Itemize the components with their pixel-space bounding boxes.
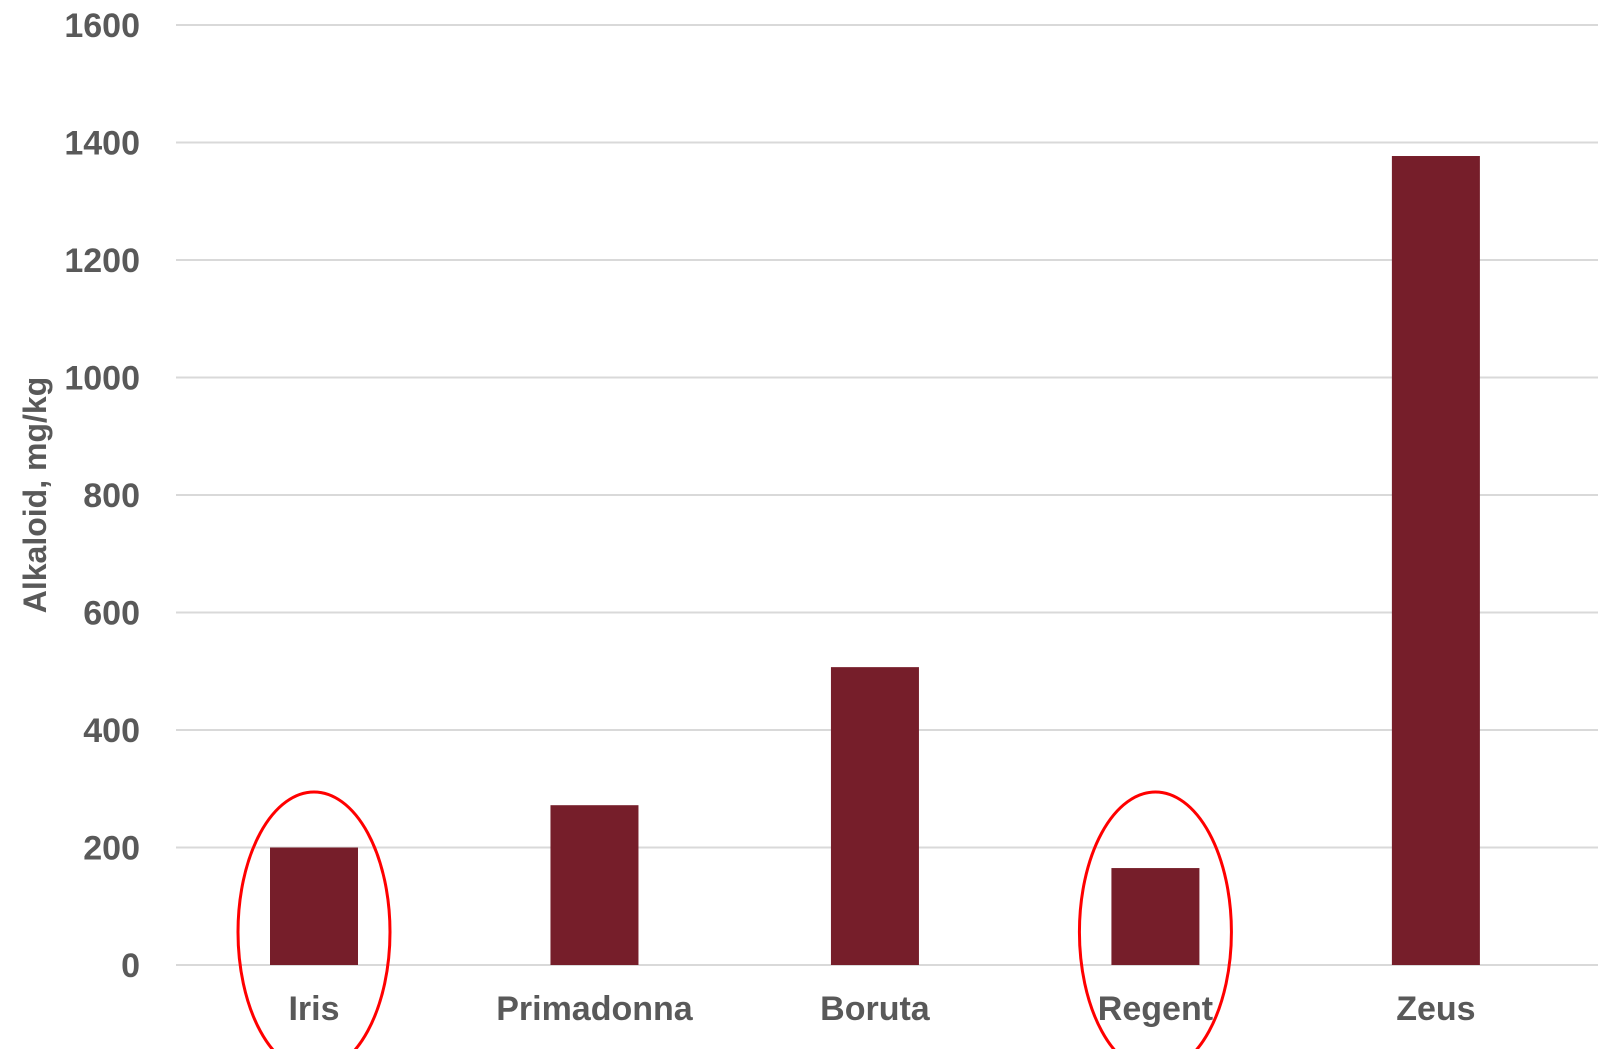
y-tick-label: 800 — [83, 477, 140, 515]
y-tick-label: 1400 — [64, 125, 140, 163]
bar-regent — [1111, 868, 1200, 965]
y-tick-label: 400 — [83, 712, 140, 750]
y-axis-ticks: 0 200 400 600 800 1000 1200 1400 1600 — [64, 7, 140, 985]
x-tick-label: Boruta — [820, 990, 931, 1028]
y-axis-title: Alkaloid, mg/kg — [17, 377, 53, 613]
y-tick-label: 200 — [83, 830, 140, 868]
y-tick-label: 0 — [121, 947, 140, 985]
highlight-marks — [236, 790, 1233, 1049]
x-tick-label: Iris — [288, 990, 339, 1028]
x-tick-label: Regent — [1098, 990, 1213, 1028]
highlight-ellipse-regent — [1077, 790, 1233, 1049]
highlight-ellipse-iris — [236, 790, 392, 1049]
x-tick-label: Zeus — [1396, 990, 1475, 1028]
x-axis-ticks: Iris Primadonna Boruta Regent Zeus — [288, 990, 1475, 1028]
gridlines — [176, 24, 1598, 966]
y-tick-label: 600 — [83, 595, 140, 633]
y-tick-label: 1600 — [64, 7, 140, 45]
bar-zeus — [1391, 156, 1480, 965]
bar-iris — [270, 847, 358, 965]
x-tick-label: Primadonna — [496, 990, 694, 1028]
bars — [270, 156, 1480, 965]
y-tick-label: 1200 — [64, 242, 140, 280]
bar-primadonna — [550, 805, 639, 965]
y-tick-label: 1000 — [64, 360, 140, 398]
bar-boruta — [830, 667, 919, 965]
